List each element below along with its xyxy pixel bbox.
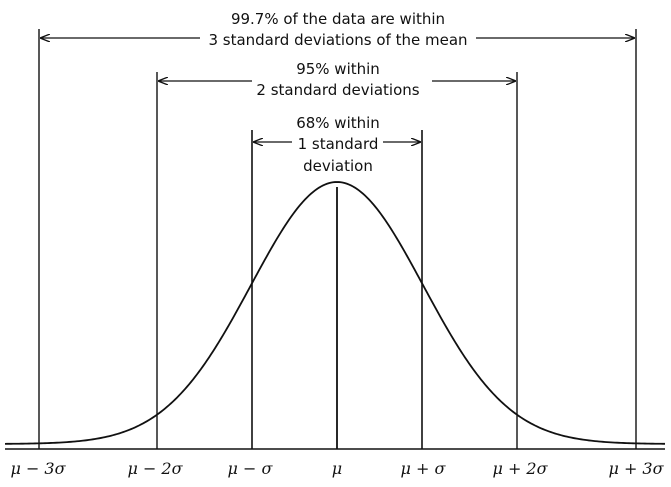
bell-curve: [4, 181, 666, 445]
annotation-2sd-line2: 2 standard deviations: [256, 81, 419, 99]
tick-label-mu-plus-3sigma: μ + 3σ: [608, 459, 664, 478]
annotation-3sd-line1: 99.7% of the data are within: [231, 10, 445, 28]
tick-label-mu-minus-2sigma: μ − 2σ: [127, 459, 183, 478]
annotation-1sd-line1: 68% within: [296, 114, 380, 132]
tick-label-mu-plus-2sigma: μ + 2σ: [492, 459, 548, 478]
tick-label-mu-minus-sigma: μ − σ: [228, 459, 274, 478]
tick-label-mu: μ: [332, 459, 342, 478]
annotation-1sd-line2: 1 standard: [298, 135, 379, 153]
annotation-2sd-line1: 95% within: [296, 60, 380, 78]
tick-label-mu-minus-3sigma: μ − 3σ: [10, 459, 66, 478]
tick-label-mu-plus-sigma: μ + σ: [401, 459, 447, 478]
annotation-3sd-line2: 3 standard deviations of the mean: [208, 31, 467, 49]
annotation-1sd-line3: deviation: [303, 157, 373, 175]
